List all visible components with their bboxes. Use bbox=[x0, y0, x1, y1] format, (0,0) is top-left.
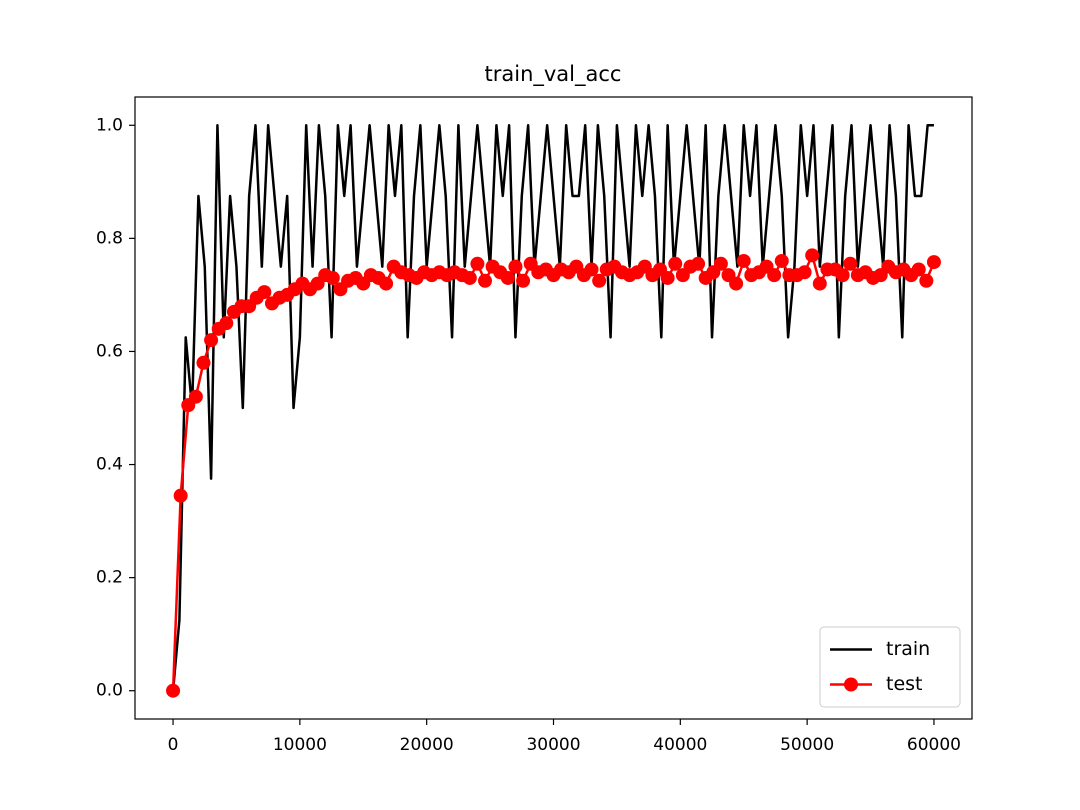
y-tick-label: 0.4 bbox=[96, 455, 123, 475]
chart-title: train_val_acc bbox=[485, 62, 622, 87]
marker bbox=[660, 270, 675, 285]
marker bbox=[508, 259, 523, 274]
legend-marker bbox=[844, 677, 858, 692]
marker bbox=[470, 256, 485, 271]
marker bbox=[805, 248, 820, 263]
marker bbox=[500, 270, 515, 285]
marker bbox=[691, 256, 706, 271]
x-tick-label: 30000 bbox=[526, 735, 580, 755]
marker bbox=[843, 256, 858, 271]
marker bbox=[196, 355, 211, 370]
marker bbox=[592, 273, 607, 288]
marker bbox=[919, 273, 934, 288]
y-tick-label: 0.0 bbox=[96, 681, 123, 701]
marker bbox=[774, 253, 789, 268]
marker bbox=[668, 256, 683, 271]
legend-label: test bbox=[886, 673, 923, 695]
x-tick-label: 60000 bbox=[907, 735, 961, 755]
marker bbox=[713, 256, 728, 271]
marker bbox=[257, 285, 272, 300]
x-tick-label: 0 bbox=[168, 735, 179, 755]
marker bbox=[462, 270, 477, 285]
marker bbox=[797, 265, 812, 280]
marker bbox=[188, 389, 203, 404]
y-tick-label: 1.0 bbox=[96, 115, 123, 135]
y-tick-label: 0.6 bbox=[96, 341, 123, 361]
marker bbox=[166, 683, 181, 698]
y-tick-label: 0.8 bbox=[96, 228, 123, 248]
marker bbox=[736, 253, 751, 268]
marker bbox=[911, 262, 926, 277]
x-tick-label: 20000 bbox=[400, 735, 454, 755]
marker bbox=[729, 276, 744, 291]
marker bbox=[926, 255, 941, 270]
marker bbox=[516, 273, 531, 288]
plot-frame bbox=[134, 96, 973, 720]
marker bbox=[325, 270, 340, 285]
marker bbox=[204, 333, 219, 348]
marker bbox=[767, 268, 782, 283]
marker bbox=[835, 268, 850, 283]
y-tick-label: 0.2 bbox=[96, 568, 123, 588]
marker bbox=[584, 262, 599, 277]
x-tick-label: 40000 bbox=[653, 735, 707, 755]
x-tick-label: 10000 bbox=[273, 735, 327, 755]
marker bbox=[219, 316, 234, 331]
marker bbox=[379, 276, 394, 291]
x-tick-label: 50000 bbox=[780, 735, 834, 755]
series-line bbox=[171, 124, 934, 691]
legend-label: train bbox=[886, 638, 930, 660]
marker bbox=[173, 488, 188, 503]
marker bbox=[812, 276, 827, 291]
marker bbox=[478, 273, 493, 288]
